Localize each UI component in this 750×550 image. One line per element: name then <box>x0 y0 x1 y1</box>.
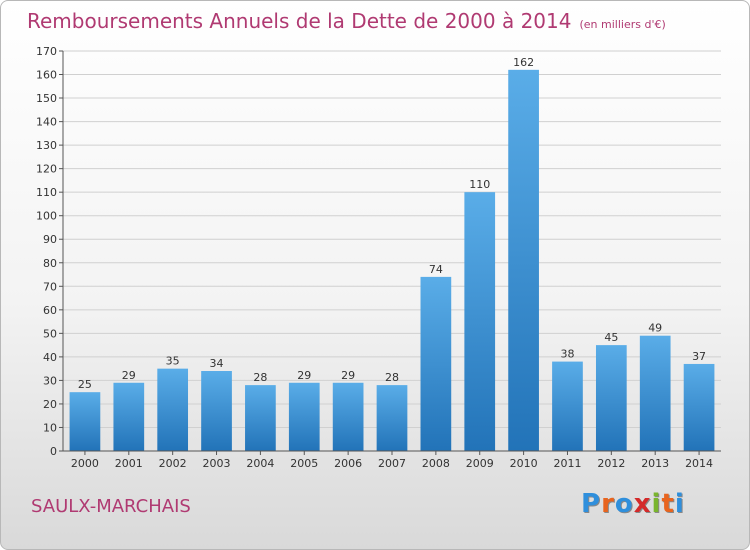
y-tick-label: 130 <box>36 139 57 152</box>
y-tick-label: 40 <box>43 351 57 364</box>
bar <box>69 392 101 451</box>
bar <box>552 361 583 451</box>
logo-letter: o <box>614 489 634 519</box>
x-tick-label: 2000 <box>71 457 99 470</box>
bar-value-label: 110 <box>469 178 490 191</box>
bar-value-label: 37 <box>692 350 706 363</box>
logo-letter: P <box>581 489 602 519</box>
x-axis: 2000 2001 2002 2003 2004 2005 2006 2007 2008 2009… <box>63 450 721 470</box>
x-tick-label: 2010 <box>510 457 538 470</box>
x-tick-label: 2011 <box>553 457 581 470</box>
y-tick-label: 0 <box>50 445 57 458</box>
y-tick-label: 50 <box>43 327 57 340</box>
bar <box>201 371 232 451</box>
bar-value-label: 45 <box>604 331 618 344</box>
bar <box>245 385 276 451</box>
x-tick-label: 2009 <box>466 457 494 470</box>
bar <box>288 382 320 451</box>
y-tick-label: 30 <box>43 374 57 387</box>
proxiti-logo: Proxiti <box>581 489 685 519</box>
y-tick-label: 160 <box>36 69 57 82</box>
y-tick-label: 170 <box>36 45 57 58</box>
x-tick-label: 2004 <box>246 457 274 470</box>
bar <box>332 382 364 451</box>
y-axis: 0 10 20 30 40 50 60 70 80 90 100 110 120 130 140 150 160… <box>36 45 64 458</box>
commune-name: SAULX-MARCHAIS <box>31 496 191 517</box>
x-tick-label: 2005 <box>290 457 318 470</box>
x-tick-label: 2012 <box>597 457 625 470</box>
bar <box>464 192 496 452</box>
bar <box>420 276 452 451</box>
bar-value-label: 29 <box>122 369 136 382</box>
y-tick-label: 110 <box>36 186 57 199</box>
bar <box>157 368 189 451</box>
x-tick-label: 2008 <box>422 457 450 470</box>
x-tick-label: 2001 <box>115 457 143 470</box>
y-tick-label: 120 <box>36 163 57 176</box>
logo-letter: i <box>651 489 662 519</box>
chart-unit: (en milliers d'€) <box>579 18 666 31</box>
logo-letter: x <box>633 489 652 519</box>
y-tick-label: 100 <box>36 210 57 223</box>
bar <box>508 69 539 451</box>
chart-title-text: Remboursements Annuels de la Dette de 20… <box>27 9 572 33</box>
bar <box>595 345 627 451</box>
y-tick-label: 60 <box>43 304 57 317</box>
bar-value-label: 38 <box>560 348 574 361</box>
bar-value-label: 74 <box>429 263 443 276</box>
x-tick-label: 2007 <box>378 457 406 470</box>
bar <box>683 363 715 451</box>
bar-value-label: 25 <box>78 378 92 391</box>
x-tick-label: 2002 <box>159 457 187 470</box>
bar <box>639 335 671 451</box>
x-tick-label: 2013 <box>641 457 669 470</box>
bar <box>113 382 145 451</box>
logo-letter: t <box>661 489 675 519</box>
bar-value-label: 49 <box>648 322 662 335</box>
chart-title: Remboursements Annuels de la Dette de 20… <box>27 9 666 33</box>
logo-letter: i <box>674 489 685 519</box>
bar-value-label: 34 <box>210 357 224 370</box>
bars: 25 29 35 34 28 29 29 28 74 110 162 38 45 49 37 <box>69 56 715 452</box>
y-tick-label: 80 <box>43 257 57 270</box>
bar-value-label: 162 <box>513 56 534 69</box>
x-tick-label: 2014 <box>685 457 713 470</box>
bar-value-label: 29 <box>297 369 311 382</box>
bar-value-label: 28 <box>385 371 399 384</box>
y-tick-label: 90 <box>43 233 57 246</box>
bar-value-label: 35 <box>166 355 180 368</box>
bar-value-label: 29 <box>341 369 355 382</box>
y-tick-label: 140 <box>36 116 57 129</box>
y-tick-label: 70 <box>43 280 57 293</box>
y-tick-label: 20 <box>43 398 57 411</box>
y-tick-label: 10 <box>43 421 57 434</box>
x-tick-label: 2006 <box>334 457 362 470</box>
logo-letter: r <box>601 489 615 519</box>
bar-value-label: 28 <box>253 371 267 384</box>
x-tick-label: 2003 <box>203 457 231 470</box>
bar <box>376 385 408 451</box>
y-tick-label: 150 <box>36 92 57 105</box>
